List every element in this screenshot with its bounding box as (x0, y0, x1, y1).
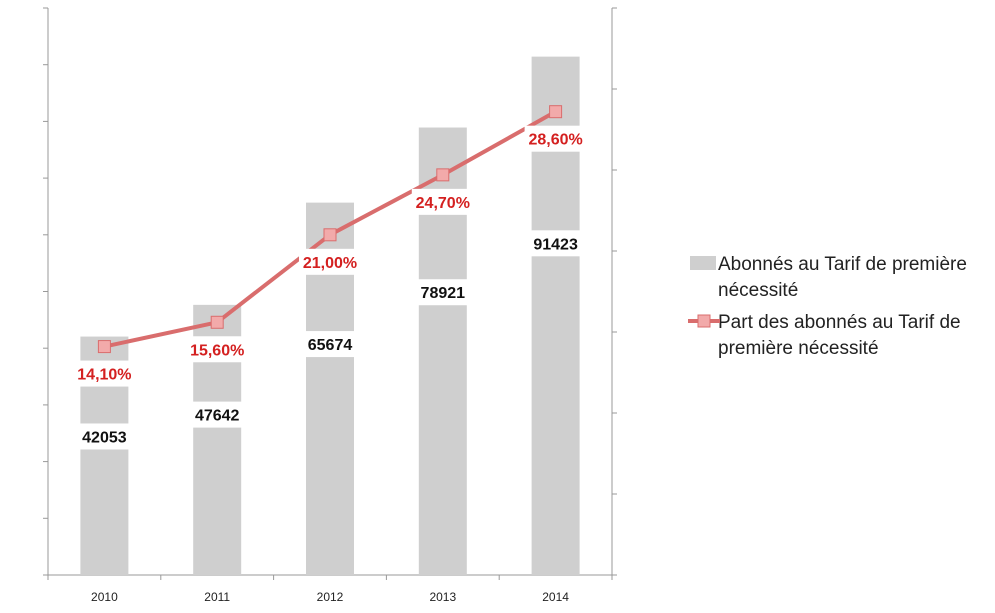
bar-value-label: 78921 (421, 285, 466, 302)
bar-value-label: 47642 (195, 408, 240, 425)
data-labels: 42053 47642 65674 78921 91423 14,10% 15,60% 21,… (73, 125, 587, 450)
line-marker (549, 105, 563, 119)
line-marker (436, 168, 450, 182)
bar-value-label-bg (73, 423, 136, 450)
line-value-label: 24,70% (416, 195, 470, 212)
bar-value-label-bg (299, 331, 361, 358)
legend-line-swatch (688, 314, 720, 328)
legend-item-bar: Abonnés au Tarif de première nécessité (688, 252, 993, 304)
line-value-label: 21,00% (303, 255, 357, 272)
bars (80, 56, 580, 575)
line-value-label: 15,60% (190, 342, 244, 359)
line-value-label: 28,60% (528, 132, 582, 149)
line-value-label-bg (73, 360, 136, 387)
line-marker (97, 340, 111, 354)
line-marker (323, 228, 337, 242)
line-value-label-bg (186, 336, 249, 363)
line-value-label-bg (299, 248, 361, 275)
bar-value-label: 91423 (533, 236, 578, 253)
bar-value-label: 42053 (82, 429, 127, 446)
legend-bar-swatch (690, 256, 716, 270)
x-tick-labels: 2010 2011 2012 2013 2014 (91, 590, 569, 604)
line-series (97, 105, 563, 354)
legend-label-bar: Abonnés au Tarif de première nécessité (718, 254, 967, 301)
x-tick-label: 2012 (317, 590, 344, 604)
x-tick-label: 2010 (91, 590, 118, 604)
legend-label-line: Part des abonnés au Tarif de première né… (718, 312, 961, 359)
line-value-label-bg (524, 125, 587, 152)
bar-value-label: 65674 (308, 337, 353, 354)
x-tick-label: 2011 (204, 590, 230, 604)
line-value-label-bg (411, 188, 474, 215)
x-tick-label: 2013 (429, 590, 456, 604)
line-marker (210, 315, 224, 329)
bar-value-label-bg (186, 401, 249, 428)
bar-value-label-bg (411, 279, 474, 306)
x-tick-label: 2014 (542, 590, 569, 604)
bar-value-label-bg (524, 230, 587, 257)
legend-item-line: Part des abonnés au Tarif de première né… (688, 310, 993, 362)
line-value-label: 14,10% (77, 367, 131, 384)
legend: Abonnés au Tarif de première nécessité P… (688, 252, 993, 368)
